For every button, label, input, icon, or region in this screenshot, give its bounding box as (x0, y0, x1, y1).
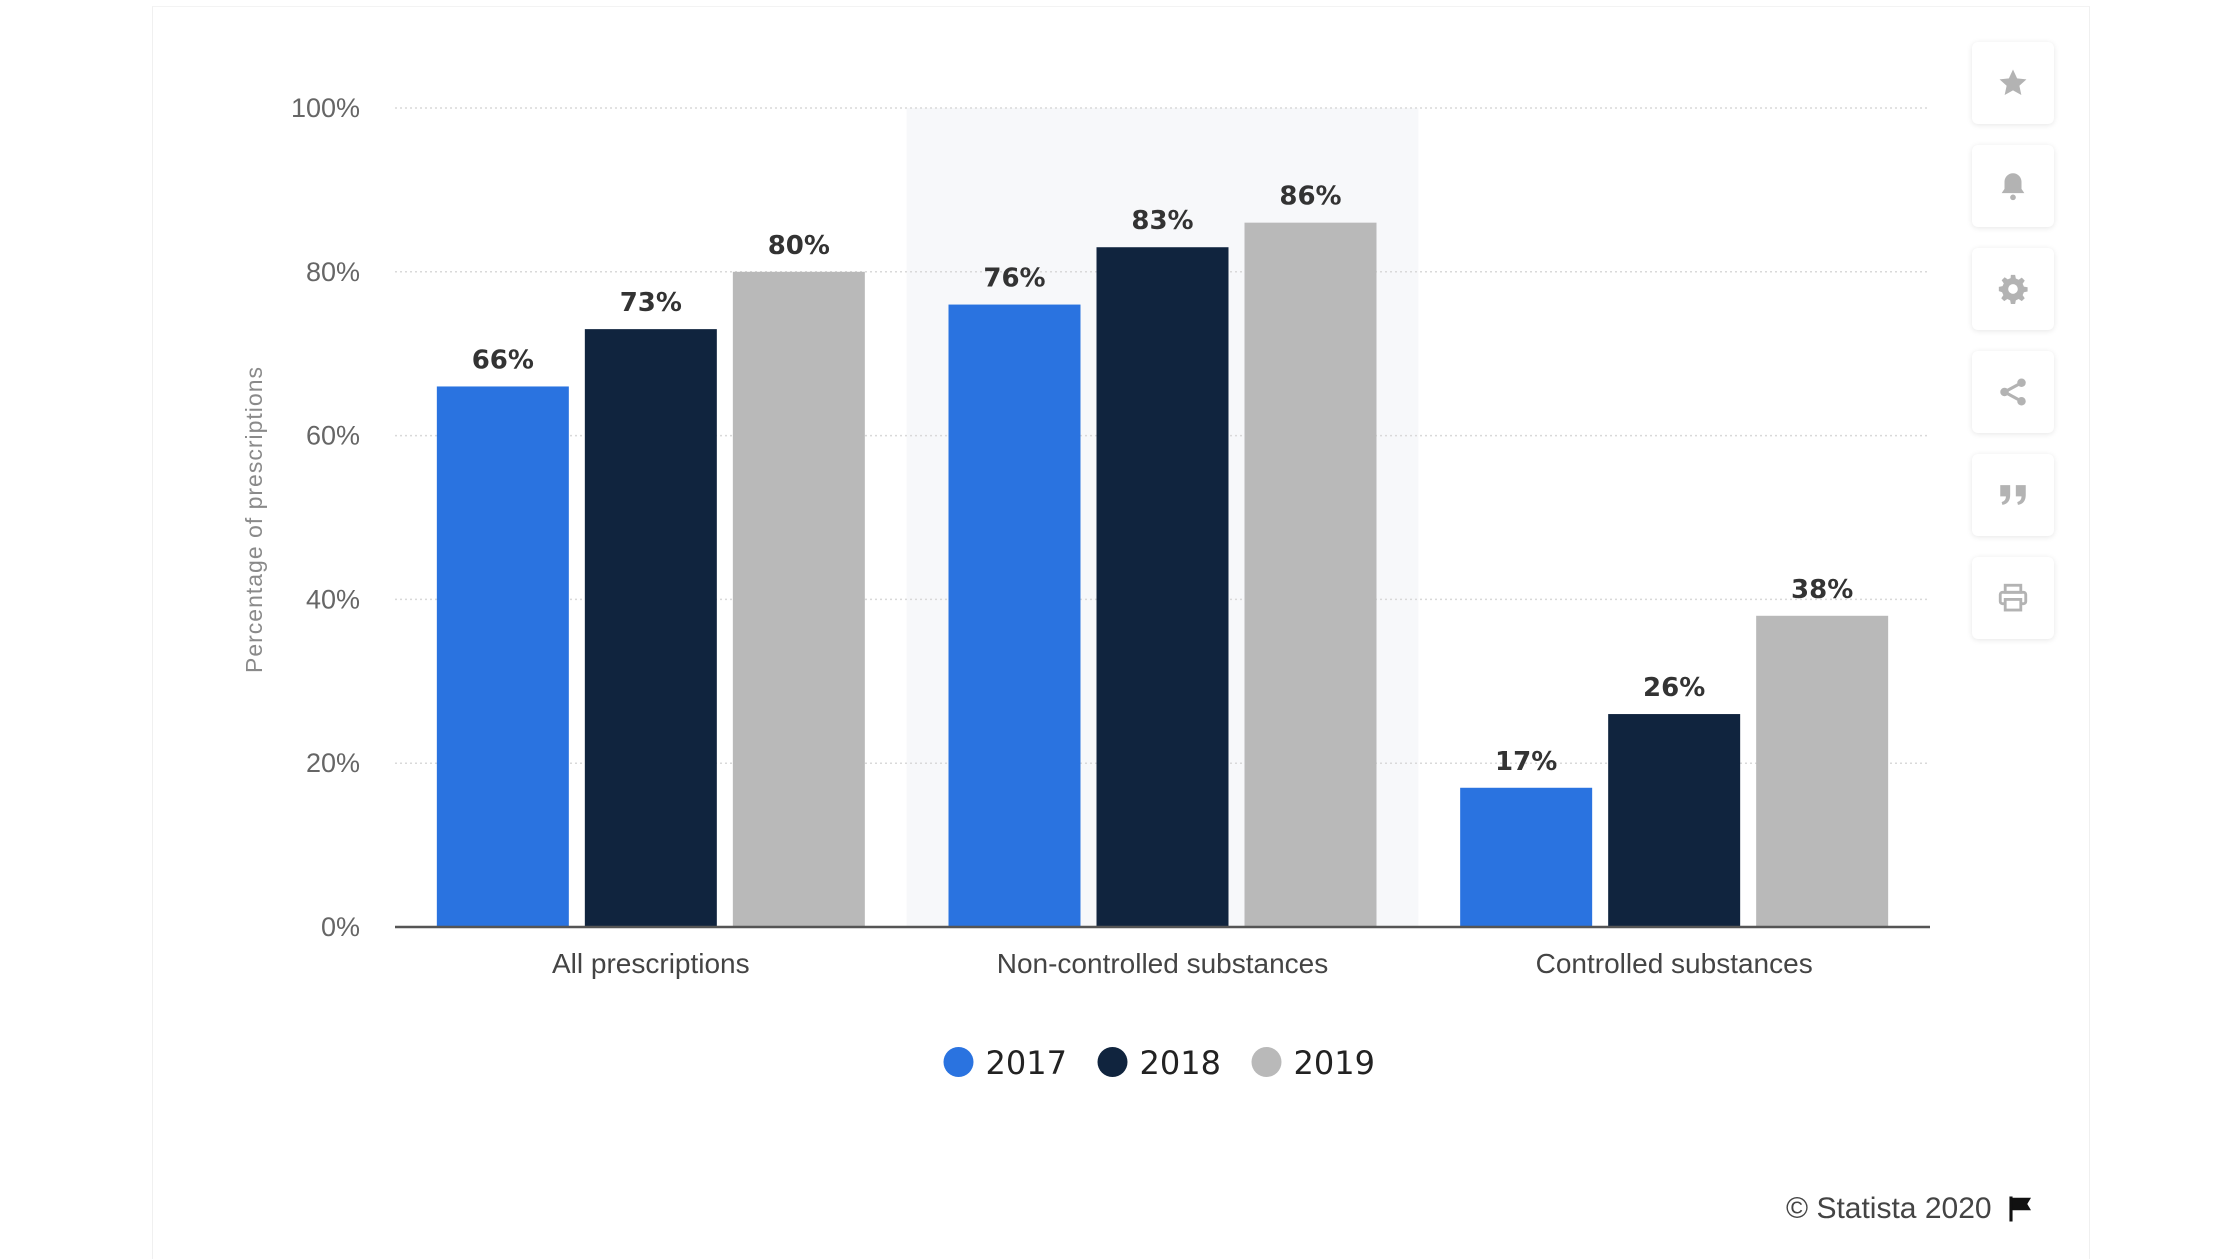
bar (1608, 714, 1741, 927)
legend-item[interactable]: 2018 (1097, 1044, 1221, 1082)
legend-marker (1251, 1047, 1282, 1077)
quote-icon (2000, 485, 2026, 505)
bar (732, 271, 865, 927)
cite-button[interactable] (1972, 454, 2054, 536)
data-label: 38% (1791, 575, 1853, 605)
y-axis-title: Percentage of prescriptions (241, 366, 267, 673)
legend-label: 2018 (1140, 1044, 1221, 1082)
print-button[interactable] (1972, 557, 2054, 639)
bar (1244, 222, 1377, 927)
y-tick-label: 0% (321, 912, 360, 942)
legend-marker (943, 1047, 974, 1077)
x-tick-label: Non-controlled substances (997, 948, 1329, 979)
y-tick-label: 60% (306, 421, 360, 451)
data-label: 83% (1131, 206, 1193, 236)
legend-marker (1097, 1047, 1128, 1077)
y-axis-ticks: 0% 20% 40% 60% 80% 100% (291, 93, 360, 942)
settings-button[interactable] (1972, 248, 2054, 330)
data-label: 73% (620, 288, 682, 318)
data-label: 80% (768, 231, 830, 261)
bar (948, 304, 1081, 927)
bar (1096, 247, 1229, 928)
value-labels: 66% 73% 80% 76% 83% 86% 17% 26% 38% (472, 182, 1854, 777)
y-tick-label: 80% (306, 257, 360, 287)
share-button[interactable] (1972, 351, 2054, 433)
data-label: 86% (1279, 182, 1341, 212)
legend[interactable]: 2017 2018 2019 (943, 1044, 1375, 1082)
bell-icon (2001, 173, 2025, 201)
y-tick-label: 20% (306, 748, 360, 778)
category-labels: All prescriptions Non-controlled substanc… (552, 948, 1813, 979)
bars (436, 222, 1889, 928)
notification-button[interactable] (1972, 145, 2054, 227)
data-label: 76% (983, 264, 1045, 294)
x-tick-label: Controlled substances (1536, 948, 1813, 979)
bar (1460, 787, 1593, 927)
chart-toolbar (1972, 42, 2058, 660)
source-credit[interactable]: © Statista 2020 (1786, 1192, 2036, 1226)
print-icon (1998, 583, 2028, 612)
star-icon (1999, 69, 2027, 96)
data-label: 66% (472, 345, 534, 375)
legend-item[interactable]: 2017 (943, 1044, 1067, 1082)
y-tick-label: 100% (291, 93, 360, 123)
data-label: 26% (1643, 673, 1705, 703)
data-label: 17% (1495, 747, 1557, 777)
bar (584, 329, 717, 927)
x-tick-label: All prescriptions (552, 948, 750, 979)
bar (436, 386, 569, 928)
favorite-button[interactable] (1972, 42, 2054, 124)
legend-label: 2017 (986, 1044, 1067, 1082)
gear-icon (1998, 274, 2028, 305)
y-tick-label: 40% (306, 584, 360, 614)
legend-item[interactable]: 2019 (1251, 1044, 1375, 1082)
bar (1756, 615, 1889, 927)
credit-text: © Statista 2020 (1786, 1192, 1992, 1225)
flag-icon[interactable] (2006, 1194, 2036, 1224)
share-icon (2000, 378, 2026, 406)
legend-label: 2019 (1294, 1044, 1375, 1082)
